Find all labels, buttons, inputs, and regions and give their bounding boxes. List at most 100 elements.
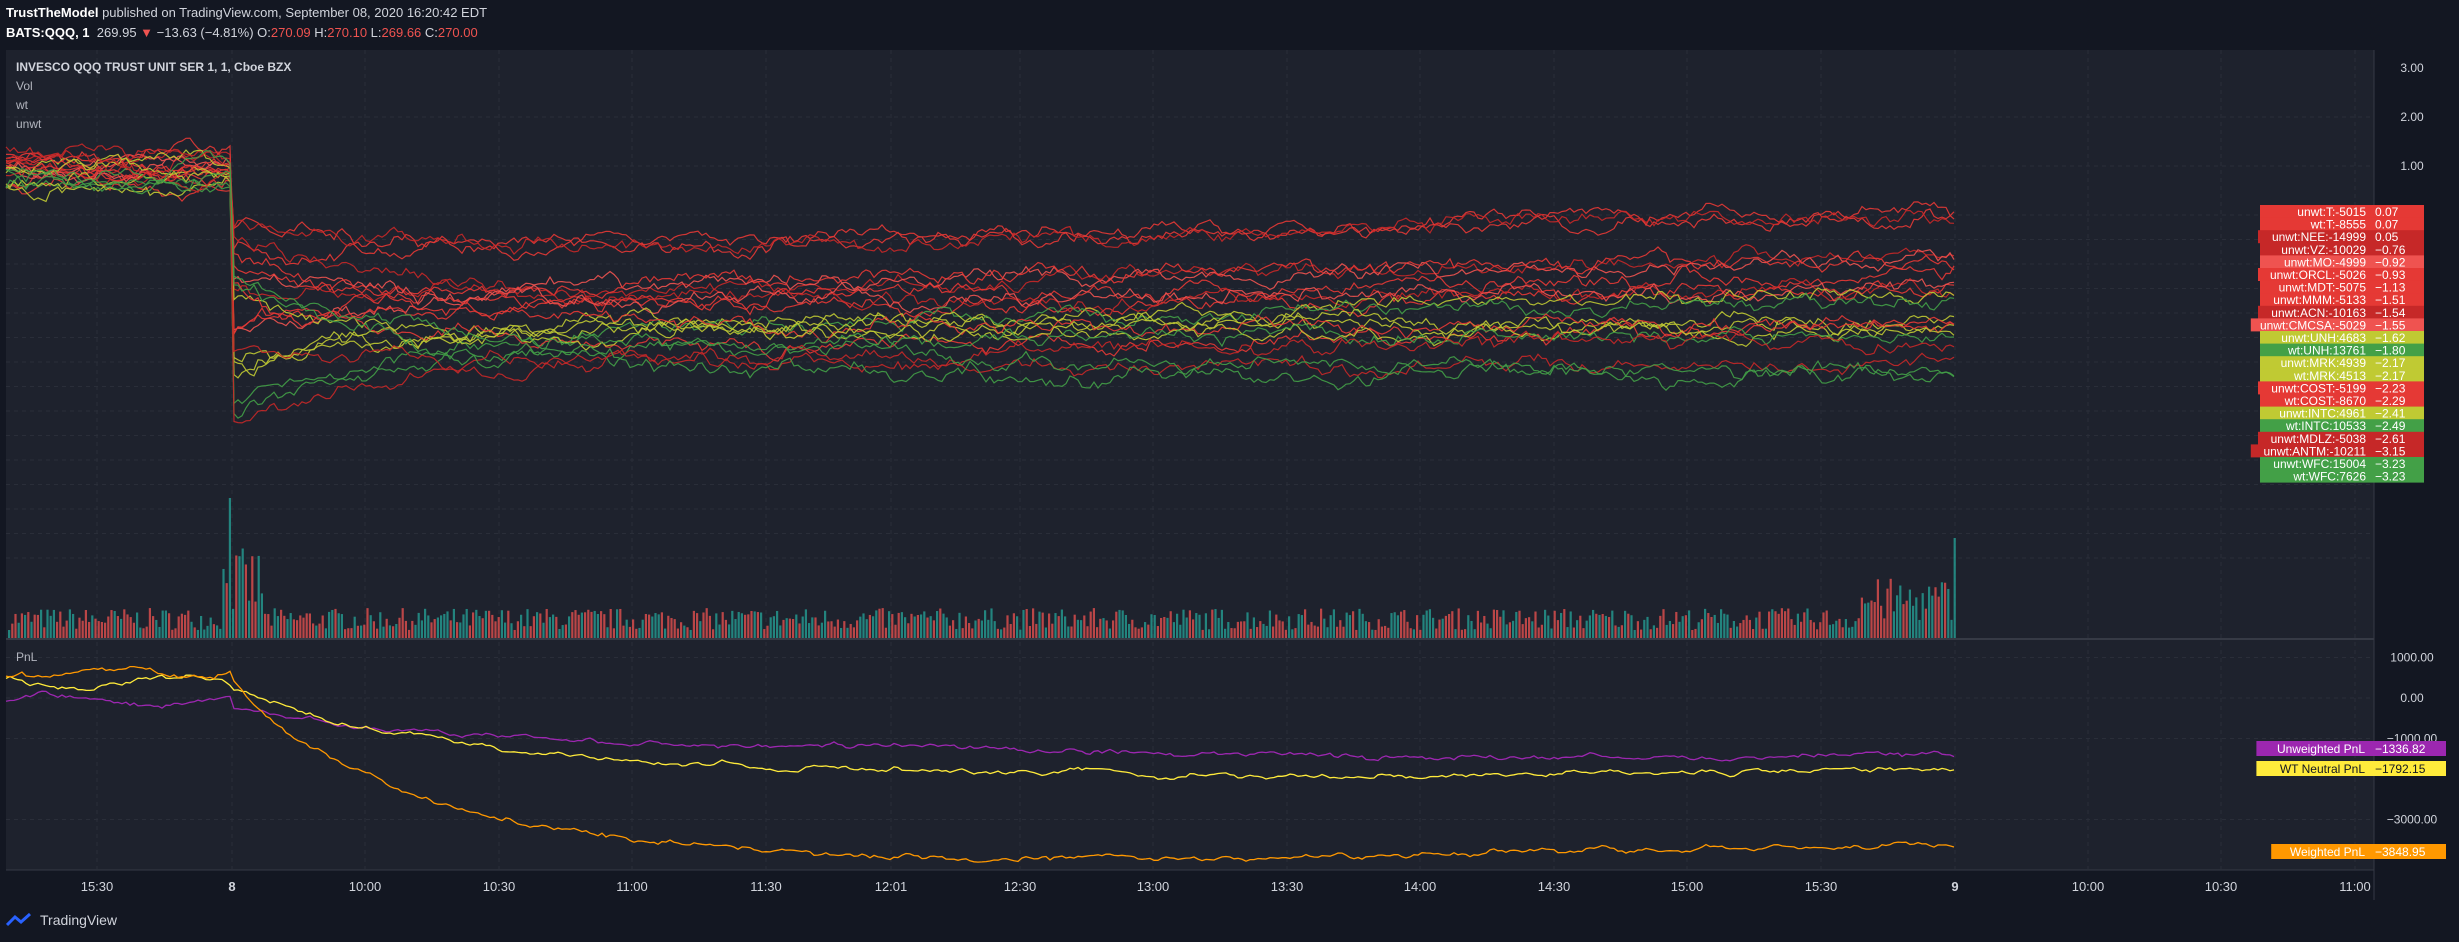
volume-bar (1121, 610, 1124, 638)
volume-bar (1163, 616, 1166, 638)
series-name: wt:MRK:4513 (2293, 369, 2366, 383)
series-name: unwt:WFC:15004 (2273, 457, 2366, 471)
volume-bar (657, 614, 660, 638)
volume-bar (1601, 614, 1604, 638)
volume-bar (1080, 620, 1083, 638)
volume-bar (593, 610, 596, 638)
volume-bar (779, 625, 782, 638)
series-name-bg (2258, 268, 2370, 281)
volume-bar (462, 614, 465, 638)
volume-bar (740, 613, 743, 638)
pnl-value-bg (2370, 844, 2446, 859)
volume-bar (1089, 611, 1092, 638)
volume-bar (302, 617, 305, 638)
volume-bar (206, 625, 209, 638)
volume-bar (1486, 623, 1489, 638)
volume-bar (452, 608, 455, 638)
volume-bar (974, 620, 977, 638)
volume-bar (724, 619, 727, 638)
volume-bar (792, 619, 795, 638)
volume-bar (1553, 610, 1556, 638)
volume-bar (670, 618, 673, 638)
volume-bar (436, 617, 439, 638)
series-name: unwt:T:-5015 (2297, 205, 2366, 219)
volume-bar (334, 608, 337, 638)
series-name: unwt:ANTM:-10211 (2264, 444, 2367, 458)
volume-bar (440, 615, 443, 638)
volume-bar (1780, 608, 1783, 638)
volume-bar (1790, 619, 1793, 638)
volume-bar (129, 617, 132, 638)
symbol-label: BATS:QQQ, 1 (6, 25, 90, 40)
volume-bar (1918, 619, 1921, 638)
volume-bar (68, 609, 71, 638)
x-tick-label: 14:00 (1404, 879, 1437, 894)
volume-bar (590, 611, 593, 638)
volume-bar (1310, 621, 1313, 638)
volume-bar (622, 625, 625, 638)
volume-bar (900, 612, 903, 638)
volume-bar (1377, 619, 1380, 638)
volume-bar (1931, 595, 1934, 638)
series-name: unwt:VZ:-10029 (2281, 243, 2366, 257)
series-value-bg (2370, 431, 2424, 445)
series-name-bg (2260, 293, 2370, 307)
volume-bar (356, 625, 359, 638)
volume-bar (689, 629, 692, 638)
volume-bar (1582, 628, 1585, 638)
tradingview-logo[interactable]: TradingView (6, 912, 117, 928)
series-value: 0.07 (2375, 218, 2399, 232)
volume-bar (1937, 596, 1940, 638)
chart-title: INVESCO QQQ TRUST UNIT SER 1, 1, Cboe BZ… (16, 60, 291, 74)
volume-bar (1451, 611, 1454, 638)
volume-bar (859, 616, 862, 638)
volume-bar (1144, 622, 1147, 638)
volume-bar (1867, 602, 1870, 638)
volume-bar (312, 623, 315, 638)
volume-bar (273, 608, 276, 638)
series-name: unwt:MO:-4999 (2284, 255, 2366, 269)
volume-bar (1454, 629, 1457, 638)
volume-bar (238, 556, 241, 638)
volume-bar (1054, 613, 1057, 638)
volume-bar (888, 611, 891, 638)
pnl-value-label: Weighted PnL −3848.95 (2271, 844, 2446, 859)
volume-bar (766, 625, 769, 638)
volume-bar (1060, 609, 1063, 638)
volume-bar (1812, 622, 1815, 638)
volume-bar (1348, 615, 1351, 638)
pnl-series-name: Unweighted PnL (2277, 742, 2365, 756)
volume-bar (1428, 609, 1431, 638)
series-name: unwt:COST:-5199 (2271, 381, 2366, 395)
volume-bar (1835, 620, 1838, 638)
series-value: −3.15 (2375, 444, 2406, 458)
volume-bar (456, 622, 459, 638)
pnl-pane-label: PnL (16, 650, 38, 664)
volume-bar (1508, 622, 1511, 638)
series-value-bg (2370, 280, 2424, 294)
volume-bar (1560, 612, 1563, 638)
volume-bar (1668, 620, 1671, 638)
low-value: 269.66 (381, 25, 422, 40)
volume-bar (1915, 597, 1918, 638)
volume-bar (1048, 613, 1051, 638)
volume-bar (638, 627, 641, 638)
volume-bar (1246, 612, 1249, 638)
volume-bar (1889, 578, 1892, 638)
series-value: −1.62 (2375, 331, 2406, 345)
volume-bar (891, 614, 894, 638)
volume-bar (1579, 615, 1582, 638)
volume-bar (443, 613, 446, 638)
volume-bar (1096, 627, 1099, 638)
x-tick-label: 12:30 (1004, 879, 1037, 894)
series-value-label: unwt:VZ:-10029 −0.76 (2260, 242, 2424, 257)
series-value-label: unwt:T:-5015 0.07 (2260, 205, 2424, 219)
volume-bar (696, 613, 699, 638)
series-name: unwt:INTC:4961 (2279, 407, 2366, 421)
volume-bar (542, 622, 545, 638)
volume-bar (654, 613, 657, 638)
series-value: −1.80 (2375, 344, 2406, 358)
author-name[interactable]: TrustTheModel (6, 5, 99, 20)
series-value-label: unwt:NEE:-14999 0.05 (2258, 230, 2424, 244)
